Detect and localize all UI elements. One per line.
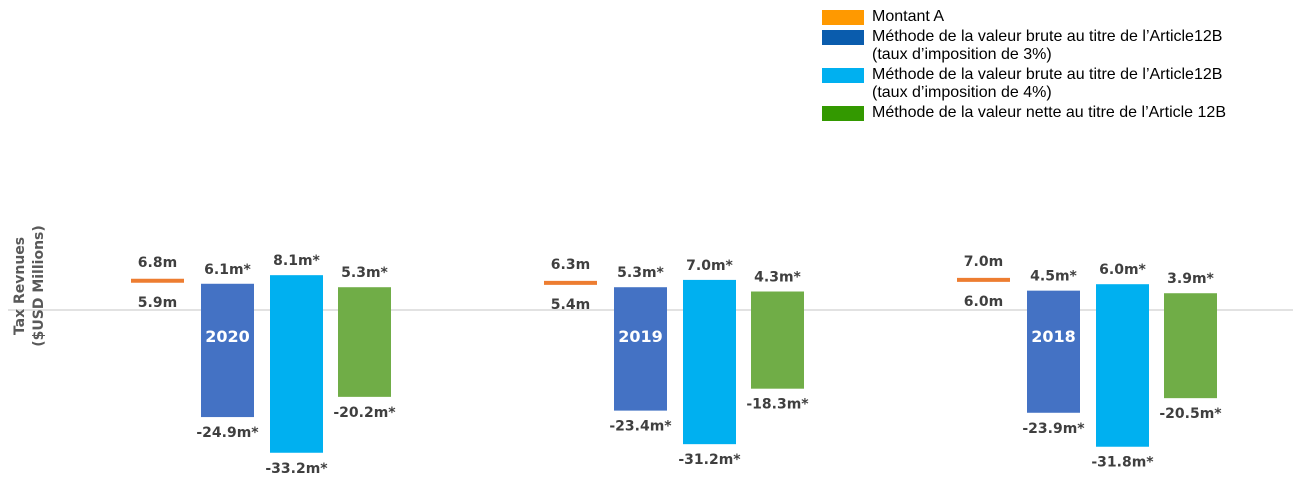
legend-item-gross-3: Méthode de la valeur brute au titre de l… — [822, 28, 1262, 64]
legend-swatch-gross-4 — [822, 68, 864, 83]
bar-high-label-series-3-2020: 5.3m* — [341, 265, 388, 281]
bar-low-label-series-1-2020: -24.9m* — [196, 425, 259, 441]
bar-series-3-2018 — [1164, 293, 1217, 399]
amount-a-low-label-2020: 5.9m — [138, 295, 177, 311]
amount-a-low-label-2018: 6.0m — [964, 294, 1003, 310]
legend-label-amount-a: Montant A — [872, 8, 945, 25]
legend-item-gross-4: Méthode de la valeur brute au titre de l… — [822, 66, 1262, 102]
bar-high-label-series-2-2020: 8.1m* — [273, 253, 320, 269]
amount-a-high-label-2019: 6.3m — [551, 257, 590, 273]
category-label-2018: 2018 — [1031, 327, 1076, 346]
legend-swatch-net — [822, 106, 864, 121]
bar-series-1-2020 — [201, 283, 254, 418]
legend-label-gross-4: Méthode de la valeur brute au titre de l… — [872, 66, 1223, 101]
bar-low-label-series-3-2018: -20.5m* — [1159, 406, 1222, 422]
bar-series-1-2019 — [614, 287, 667, 411]
chart-marks: 6.8m 5.9m 6.1m* -24.9m* 8.1m* -33.2m* 5.3m* -20… — [131, 253, 1222, 477]
bar-series-3-2020 — [338, 287, 391, 397]
y-axis-label-line-1: Tax Revnues — [12, 237, 28, 335]
amount-a-low-label-2019: 5.4m — [551, 297, 590, 313]
bar-low-label-series-1-2018: -23.9m* — [1022, 421, 1085, 437]
bar-low-label-series-2-2020: -33.2m* — [265, 461, 328, 477]
bar-high-label-series-1-2019: 5.3m* — [617, 265, 664, 281]
bar-low-label-series-1-2019: -23.4m* — [609, 419, 672, 435]
bar-low-label-series-3-2019: -18.3m* — [746, 397, 809, 413]
bar-low-label-series-2-2019: -31.2m* — [678, 452, 741, 468]
category-label-2020: 2020 — [205, 327, 250, 346]
legend-label-net: Méthode de la valeur nette au titre de l… — [872, 104, 1226, 121]
bar-high-label-series-1-2020: 6.1m* — [204, 262, 251, 278]
bar-low-label-series-2-2018: -31.8m* — [1091, 455, 1154, 471]
y-axis-label-line-2: ($USD Millions) — [31, 225, 47, 347]
legend-item-amount-a: Montant A — [822, 8, 1262, 26]
legend-item-net: Méthode de la valeur nette au titre de l… — [822, 104, 1262, 122]
legend: Montant A Méthode de la valeur brute au … — [822, 8, 1262, 124]
bar-high-label-series-1-2018: 4.5m* — [1030, 269, 1077, 285]
bar-low-label-series-3-2020: -20.2m* — [333, 405, 396, 421]
amount-a-high-label-2020: 6.8m — [138, 255, 177, 271]
bar-series-2-2019 — [683, 279, 736, 445]
legend-label-gross-3: Méthode de la valeur brute au titre de l… — [872, 28, 1223, 63]
bar-high-label-series-3-2019: 4.3m* — [754, 270, 801, 286]
bar-high-label-series-2-2019: 7.0m* — [686, 258, 733, 274]
legend-swatch-amount-a — [822, 10, 864, 25]
bar-series-2-2018 — [1096, 284, 1149, 447]
bar-series-3-2019 — [751, 291, 804, 389]
bar-series-1-2018 — [1027, 290, 1080, 413]
legend-swatch-gross-3 — [822, 30, 864, 45]
category-label-2019: 2019 — [618, 327, 663, 346]
bar-high-label-series-3-2018: 3.9m* — [1167, 271, 1214, 287]
bar-high-label-series-2-2018: 6.0m* — [1099, 262, 1146, 278]
amount-a-high-label-2018: 7.0m — [964, 254, 1003, 270]
bar-series-2-2020 — [270, 275, 323, 453]
